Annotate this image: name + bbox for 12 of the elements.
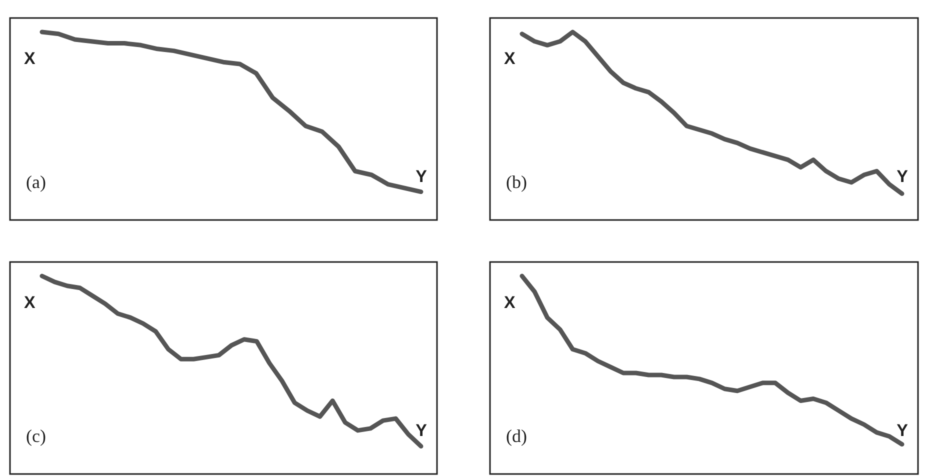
annotation: X xyxy=(24,49,36,68)
annotation: (c) xyxy=(26,426,46,446)
text: X xyxy=(504,49,516,68)
annotation: Y xyxy=(896,167,909,186)
annotation: (a) xyxy=(26,172,46,192)
annotation: Y xyxy=(896,421,909,440)
annotation: Y xyxy=(416,421,428,440)
annotation: (d) xyxy=(506,426,527,446)
annotation: Y xyxy=(416,167,428,186)
text: X xyxy=(504,293,516,312)
annotation: (b) xyxy=(506,172,527,192)
text: X xyxy=(24,293,36,312)
